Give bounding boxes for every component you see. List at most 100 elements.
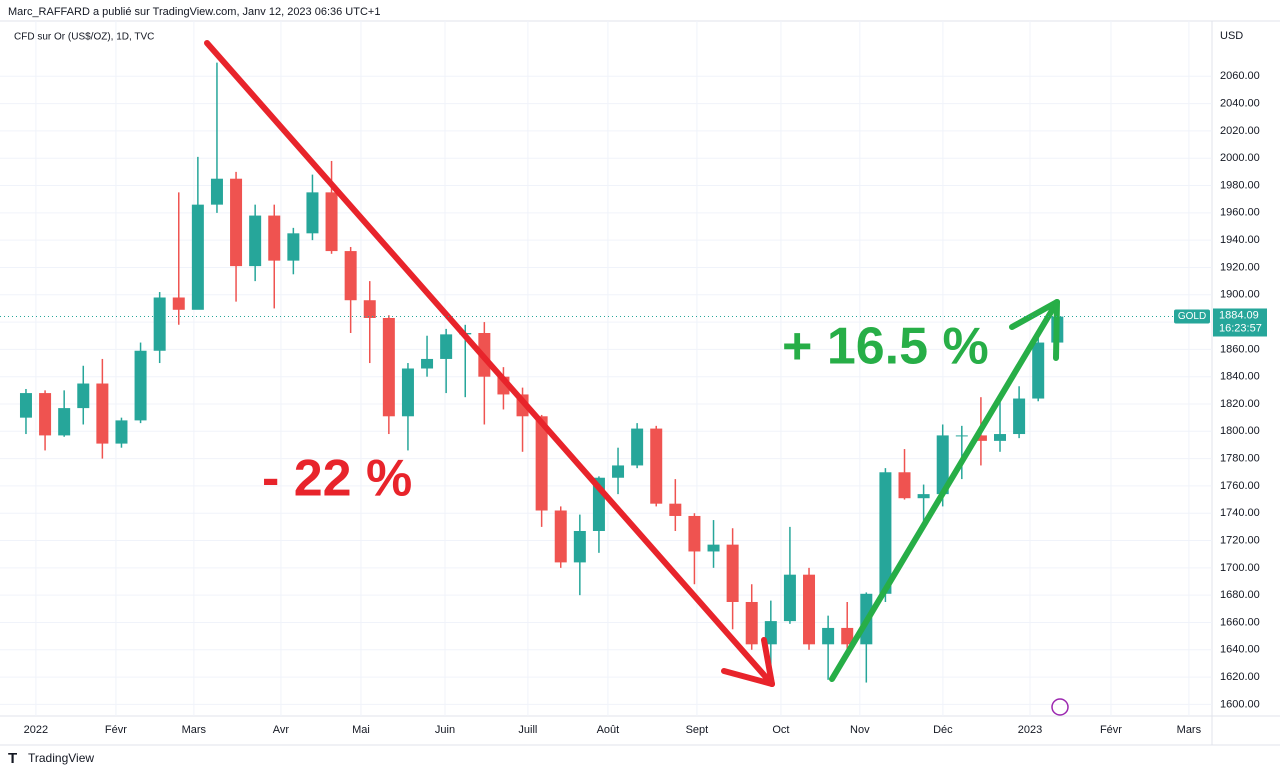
y-axis-label: USD bbox=[1220, 30, 1243, 42]
candle-body bbox=[898, 472, 911, 499]
candle-body bbox=[363, 300, 376, 318]
candle-body bbox=[268, 215, 281, 261]
y-tick-label: 1920.00 bbox=[1220, 261, 1260, 273]
candle-body bbox=[19, 393, 32, 418]
y-tick-label: 1640.00 bbox=[1220, 644, 1260, 656]
candle-body bbox=[440, 334, 453, 359]
candle-body bbox=[879, 472, 892, 594]
y-tick-label: 1860.00 bbox=[1220, 343, 1260, 355]
candle-body bbox=[421, 358, 434, 369]
candle-body bbox=[841, 627, 854, 645]
candle-body bbox=[822, 627, 835, 645]
candle-body bbox=[803, 574, 816, 645]
y-tick-label: 1960.00 bbox=[1220, 207, 1260, 219]
footer: TradingView bbox=[28, 751, 94, 765]
candle-body bbox=[115, 420, 128, 444]
candle-body bbox=[210, 178, 223, 205]
logo-mark: T bbox=[8, 750, 17, 767]
candle-body bbox=[974, 435, 987, 441]
x-tick-label: Juin bbox=[435, 724, 455, 736]
candle-body bbox=[1013, 398, 1026, 435]
candle-body bbox=[612, 465, 625, 478]
candle-body bbox=[77, 383, 90, 409]
up-arrow bbox=[829, 299, 1060, 682]
y-tick-label: 2000.00 bbox=[1220, 152, 1260, 164]
candle-body bbox=[554, 510, 567, 563]
candle-body bbox=[688, 515, 701, 552]
y-tick-label: 2020.00 bbox=[1220, 125, 1260, 137]
candle-body bbox=[745, 601, 758, 645]
x-tick-label: Juill bbox=[518, 724, 537, 736]
x-tick-label: Mai bbox=[352, 724, 370, 736]
candle-body bbox=[325, 192, 338, 252]
candle-body bbox=[230, 178, 243, 267]
price-value: 1884.09 bbox=[1219, 309, 1259, 321]
y-tick-label: 1620.00 bbox=[1220, 671, 1260, 683]
candle-body bbox=[401, 368, 414, 417]
candle-body bbox=[573, 530, 586, 563]
candle-body bbox=[96, 383, 109, 444]
candle-body bbox=[707, 544, 720, 552]
y-tick-label: 1600.00 bbox=[1220, 698, 1260, 710]
x-tick-label: Août bbox=[597, 724, 620, 736]
candle-body bbox=[726, 544, 739, 602]
x-tick-label: Févr bbox=[1100, 724, 1122, 736]
candle-body bbox=[764, 621, 777, 645]
annotation: + 16.5 % bbox=[782, 318, 989, 376]
event-icon[interactable] bbox=[1051, 698, 1069, 716]
symbol-tag bbox=[1174, 309, 1210, 324]
x-tick-label: Oct bbox=[772, 724, 789, 736]
candle-body bbox=[382, 317, 395, 417]
y-tick-label: 1660.00 bbox=[1220, 616, 1260, 628]
candle-body bbox=[344, 251, 357, 301]
y-tick-label: 1700.00 bbox=[1220, 562, 1260, 574]
y-tick-label: 1780.00 bbox=[1220, 453, 1260, 465]
candle-body bbox=[917, 494, 930, 499]
candle-body bbox=[650, 428, 663, 504]
y-tick-label: 1740.00 bbox=[1220, 507, 1260, 519]
candle-body bbox=[172, 297, 185, 310]
y-tick-label: 1840.00 bbox=[1220, 371, 1260, 383]
y-tick-label: 1900.00 bbox=[1220, 289, 1260, 301]
candle-body bbox=[58, 408, 71, 436]
x-tick-label: 2022 bbox=[24, 724, 48, 736]
candle-body bbox=[631, 428, 644, 466]
x-tick-label: Sept bbox=[686, 724, 709, 736]
candle-body bbox=[955, 435, 968, 437]
x-tick-label: Mars bbox=[182, 724, 207, 736]
candle-body bbox=[1032, 342, 1045, 399]
y-tick-label: 1980.00 bbox=[1220, 179, 1260, 191]
x-tick-label: Déc bbox=[933, 724, 953, 736]
x-tick-label: 2023 bbox=[1018, 724, 1042, 736]
countdown: 16:23:57 bbox=[1219, 322, 1262, 334]
candle-body bbox=[134, 350, 147, 421]
publisher-line: Marc_RAFFARD a publié sur TradingView.co… bbox=[8, 6, 380, 18]
y-tick-label: 2060.00 bbox=[1220, 70, 1260, 82]
candle-body bbox=[535, 416, 548, 511]
x-tick-label: Mars bbox=[1177, 724, 1202, 736]
down-arrow bbox=[204, 40, 775, 687]
y-tick-label: 1760.00 bbox=[1220, 480, 1260, 492]
candle-body bbox=[287, 233, 300, 261]
candle-body bbox=[191, 204, 204, 310]
symbol-label: GOLD bbox=[1178, 311, 1206, 322]
candle-body bbox=[249, 215, 262, 267]
candle-body bbox=[669, 503, 682, 516]
y-tick-label: 2040.00 bbox=[1220, 98, 1260, 110]
candle-body bbox=[39, 393, 52, 436]
candle-body bbox=[994, 434, 1007, 441]
candle-body bbox=[306, 192, 319, 234]
x-tick-label: Avr bbox=[273, 724, 290, 736]
annotation: - 22 % bbox=[262, 450, 412, 508]
candle-body bbox=[783, 574, 796, 622]
chart-title: CFD sur Or (US$/OZ), 1D, TVC bbox=[14, 32, 154, 43]
y-tick-label: 1720.00 bbox=[1220, 534, 1260, 546]
candle-body bbox=[153, 297, 166, 351]
candle-body bbox=[936, 435, 949, 495]
x-tick-label: Nov bbox=[850, 724, 870, 736]
price-tag bbox=[1213, 308, 1267, 337]
y-tick-label: 1680.00 bbox=[1220, 589, 1260, 601]
y-tick-label: 1940.00 bbox=[1220, 234, 1260, 246]
